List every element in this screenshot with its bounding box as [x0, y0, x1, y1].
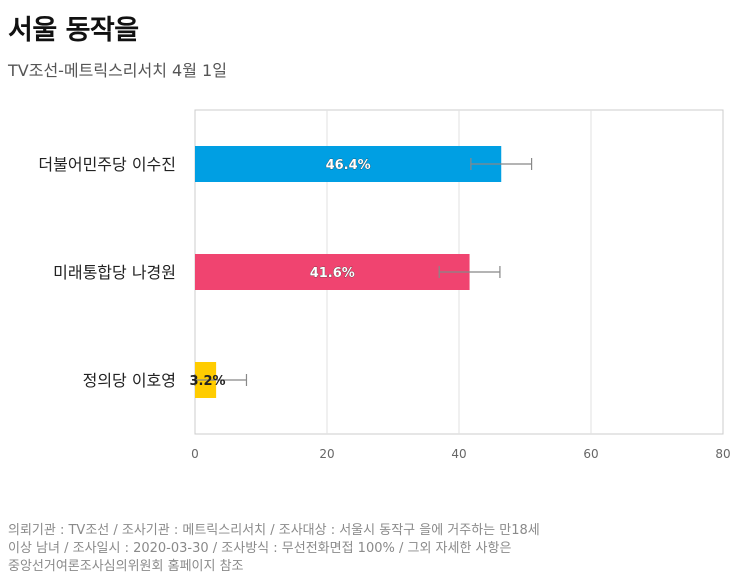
- category-label: 정의당 이호영: [83, 371, 176, 390]
- poll-bar-chart: 0 20 40 60 80 더불어민주당 이수진 46.4% 미래통합당 나경원 41.6% 정의…: [38, 109, 731, 461]
- bar-value-label: 3.2%: [190, 374, 226, 389]
- footnote-line-3: 중앙선거여론조사심의위원회 홈페이지 참조: [8, 559, 244, 574]
- category-label: 미래통합당 나경원: [53, 263, 176, 282]
- x-tick-label: 60: [583, 447, 598, 461]
- footnote-line-1: 의뢰기관 : TV조선 / 조사기관 : 메트릭스리서치 / 조사대상 : 서울…: [8, 523, 540, 538]
- page-subtitle: TV조선-메트릭스리서치 4월 1일: [8, 61, 227, 80]
- bar-value-label: 46.4%: [326, 158, 371, 173]
- bar: [195, 146, 502, 182]
- x-tick-label: 0: [191, 447, 199, 461]
- bar: [195, 254, 470, 290]
- x-tick-label: 80: [715, 447, 730, 461]
- page-title: 서울 동작을: [8, 15, 139, 46]
- footnote-line-2: 이상 남녀 / 조사일시 : 2020-03-30 / 조사방식 : 무선전화면…: [8, 541, 512, 556]
- x-tick-label: 40: [451, 447, 466, 461]
- bar-value-label: 41.6%: [310, 266, 355, 281]
- x-tick-label: 20: [319, 447, 334, 461]
- category-label: 더불어민주당 이수진: [38, 155, 176, 174]
- survey-footnote: 의뢰기관 : TV조선 / 조사기관 : 메트릭스리서치 / 조사대상 : 서울…: [8, 522, 540, 576]
